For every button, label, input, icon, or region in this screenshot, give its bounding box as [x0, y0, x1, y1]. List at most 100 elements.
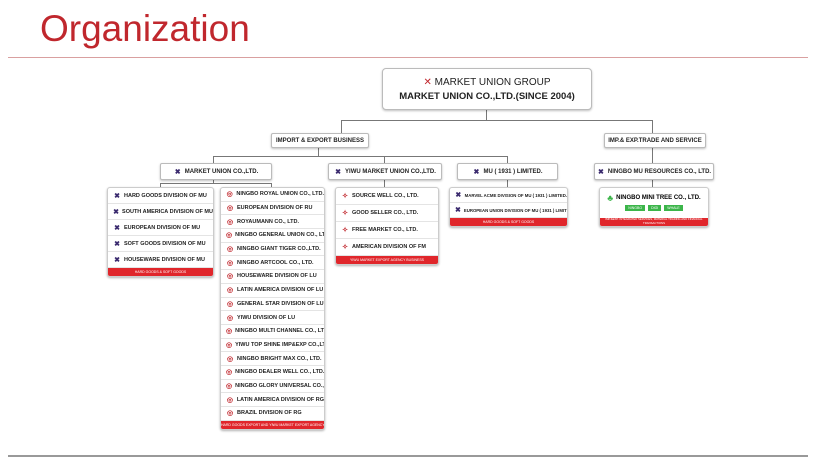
- mu-logo-icon: ✖: [335, 168, 341, 176]
- mini-tree-card: ♣ NINGBO MINI TREE CO., LTD. NINGBO DIGI …: [599, 187, 709, 227]
- company-name: MU ( 1931 ) LIMITED.: [483, 168, 543, 175]
- tree-icon: ♣: [607, 193, 614, 203]
- company-logo-icon: ◎: [226, 314, 234, 322]
- list-footer: HARD GOODS EXPORT AND YIWU MARKET EXPORT…: [221, 420, 324, 429]
- list-item-label: BRAZIL DIVISION OF RG: [237, 410, 302, 417]
- company-name: YIWU MARKET UNION CO.,LTD.: [345, 168, 436, 175]
- list-item: ◎ LATIN AMERICA DIVISION OF RG: [221, 393, 324, 407]
- list-item-label: NINGBO DEALER WELL CO., LTD.: [235, 369, 325, 376]
- list-item: ◎ NINGBO BRIGHT MAX CO., LTD.: [221, 352, 324, 366]
- list-item-label: EUROPEAN UNION DIVISION OF MU ( 1931 ) L…: [463, 207, 568, 213]
- list-item-label: GOOD SELLER CO., LTD.: [352, 210, 419, 216]
- list-item: ✖ EUROPEAN DIVISION OF MU: [108, 220, 213, 236]
- list-item: ◎ NINGBO MULTI CHANNEL CO., LTD.: [221, 325, 324, 339]
- company-logo-icon: ◎: [226, 382, 233, 390]
- company-logo-icon: ◎: [226, 369, 233, 377]
- mu-logo-icon: ✕: [423, 76, 432, 88]
- list-item-label: MARVEL ACME DIVISION OF MU ( 1931 ) LIMI…: [464, 192, 567, 198]
- company-logo-icon: ◎: [226, 287, 234, 295]
- list-item-label: HOUSEWARE DIVISION OF MU: [124, 256, 205, 263]
- list-item-label: GENERAL STAR DIVISION OF LU: [237, 300, 324, 307]
- mu-logo-icon: ✖: [174, 168, 181, 176]
- list-item: ◎ HOUSEWARE DIVISION OF LU: [221, 270, 324, 284]
- company-logo-icon: ◎: [226, 218, 234, 226]
- list-item-label: LATIN AMERICA DIVISION OF RG: [236, 396, 324, 403]
- list-item: ◎ NINGBO GIANT TIGER CO.,LTD.: [221, 243, 324, 257]
- company-logo-icon: ✧: [342, 193, 348, 200]
- mu-logo-icon: ✖: [597, 168, 604, 176]
- page-title: Organization: [40, 8, 250, 49]
- list-item-label: AMERICAN DIVISION OF FM: [352, 244, 426, 250]
- list-item: ◎ EUROPEAN DIVISION OF RU: [221, 202, 324, 216]
- list-item: ✖ HARD GOODS DIVISION OF MU: [108, 188, 213, 204]
- list-item-label: EUROPEAN DIVISION OF MU: [124, 224, 201, 231]
- list-footer: HARD GOODS & SOFT GOODS: [450, 218, 567, 226]
- list-item-label: SOURCE WELL CO., LTD.: [352, 193, 419, 199]
- company-logo-icon: ✖: [455, 207, 461, 214]
- list-item: ◎ GENERAL STAR DIVISION OF LU: [221, 298, 324, 312]
- company-logo-icon: ◎: [226, 396, 233, 404]
- list-item: ✖ SOFT GOODS DIVISION OF MU: [108, 236, 213, 252]
- company-logo-icon: ◎: [226, 355, 234, 363]
- mu-company-box: ✖ MARKET UNION CO.,LTD.: [160, 163, 272, 180]
- list-item-label: YIWU TOP SHINE IMP&EXP CO.,LTD.: [235, 341, 325, 348]
- list-item: ✧ AMERICAN DIVISION OF FM: [336, 239, 438, 256]
- list-item: ◎ YIWU DIVISION OF LU: [221, 311, 324, 325]
- list-item-label: ROYAUMANN CO., LTD.: [237, 218, 300, 225]
- company-logo-icon: ◎: [226, 259, 234, 267]
- company-name: MARKET UNION CO.,LTD.: [184, 168, 259, 175]
- company-logo-icon: ◎: [226, 300, 234, 308]
- mu1931-company-box: ✖ MU ( 1931 ) LIMITED.: [457, 163, 558, 180]
- company-logo-icon: ✖: [114, 256, 120, 264]
- list-item-label: FREE MARKET CO., LTD.: [352, 227, 418, 233]
- list-item: ◎ YIWU TOP SHINE IMP&EXP CO.,LTD.: [221, 339, 324, 353]
- list-item-label: NINGBO ARTCOOL CO., LTD.: [237, 259, 314, 266]
- company-logo-icon: ✧: [342, 244, 348, 251]
- list-item-label: SOFT GOODS DIVISION OF MU: [124, 240, 206, 247]
- company-logo-icon: ✖: [114, 192, 120, 200]
- list-item: ◎NINGBO GLORY UNIVERSAL CO., LTD.: [221, 380, 324, 394]
- company-logo-icon: ◎: [226, 246, 234, 254]
- company-logo-icon: ◎: [226, 205, 234, 213]
- list-item: ✖ HOUSEWARE DIVISION OF MU: [108, 252, 213, 268]
- list-item-label: SOUTH AMERICA DIVISION OF MU: [122, 208, 213, 215]
- company-name: NINGBO MINI TREE CO., LTD.: [616, 195, 701, 201]
- list-item: ✖ EUROPEAN UNION DIVISION OF MU ( 1931 ) …: [450, 203, 567, 218]
- resources-company-box: ✖ NINGBO MU RESOURCES CO., LTD.: [594, 163, 714, 180]
- list-item: ✧ SOURCE WELL CO., LTD.: [336, 188, 438, 205]
- company-logo-icon: ✖: [114, 224, 120, 232]
- brand-tag: DIGI: [648, 205, 662, 211]
- brand-tag: NINGBO: [625, 205, 646, 211]
- company-logo-icon: ◎: [226, 232, 233, 240]
- list-footer: HARD GOODS & SOFT GOODS: [108, 268, 213, 276]
- list-item-label: NINGBO BRIGHT MAX CO., LTD.: [237, 355, 322, 362]
- ningbo-company-list: ◎ NINGBO ROYAL UNION CO., LTD. ◎ EUROPEAN D…: [220, 187, 325, 430]
- list-item-label: EUROPEAN DIVISION OF RU: [237, 205, 313, 212]
- top-group-box: ✕ MARKET UNION GROUP MARKET UNION CO.,LT…: [382, 68, 592, 110]
- title-divider: [8, 57, 808, 58]
- bottom-divider: [8, 455, 808, 457]
- company-logo-icon: ◎: [226, 328, 233, 336]
- list-item: ✖ MARVEL ACME DIVISION OF MU ( 1931 ) LIM…: [450, 188, 567, 203]
- company-logo-icon: ◎: [226, 273, 234, 281]
- list-footer: IMP.&EXP. INTEGRATED SERVICES, MATERIAL …: [600, 218, 708, 226]
- mu-logo-icon: ✖: [473, 168, 480, 176]
- yiwu-company-list: ✧ SOURCE WELL CO., LTD. ✧ GOOD SELLER CO., …: [335, 187, 439, 265]
- list-item: ✧ GOOD SELLER CO., LTD.: [336, 205, 438, 222]
- list-item-label: LATIN AMERICA DIVISION OF LU: [237, 287, 324, 294]
- company-logo-icon: ✖: [113, 208, 119, 216]
- company-logo-icon: ✧: [342, 210, 348, 217]
- list-item: ◎ NINGBO GENERAL UNION CO., LTD.: [221, 229, 324, 243]
- list-item: ◎ BRAZIL DIVISION OF RG: [221, 407, 324, 421]
- list-item-label: HARD GOODS DIVISION OF MU: [124, 192, 207, 199]
- group-name: MARKET UNION GROUP: [434, 76, 551, 88]
- list-item: ✧ FREE MARKET CO., LTD.: [336, 222, 438, 239]
- list-item-label: NINGBO MULTI CHANNEL CO., LTD.: [235, 328, 325, 335]
- company-logo-icon: ✖: [114, 240, 120, 248]
- list-item-label: NINGBO GLORY UNIVERSAL CO., LTD.: [235, 382, 324, 389]
- company-name: NINGBO MU RESOURCES CO., LTD.: [607, 168, 712, 175]
- mu-division-list: ✖ HARD GOODS DIVISION OF MU ✖ SOUTH AMERICA…: [107, 187, 214, 277]
- company-logo-icon: ✧: [342, 227, 348, 234]
- company-logo-icon: ◎: [226, 410, 234, 418]
- list-item: ◎ NINGBO ROYAL UNION CO., LTD.: [221, 188, 324, 202]
